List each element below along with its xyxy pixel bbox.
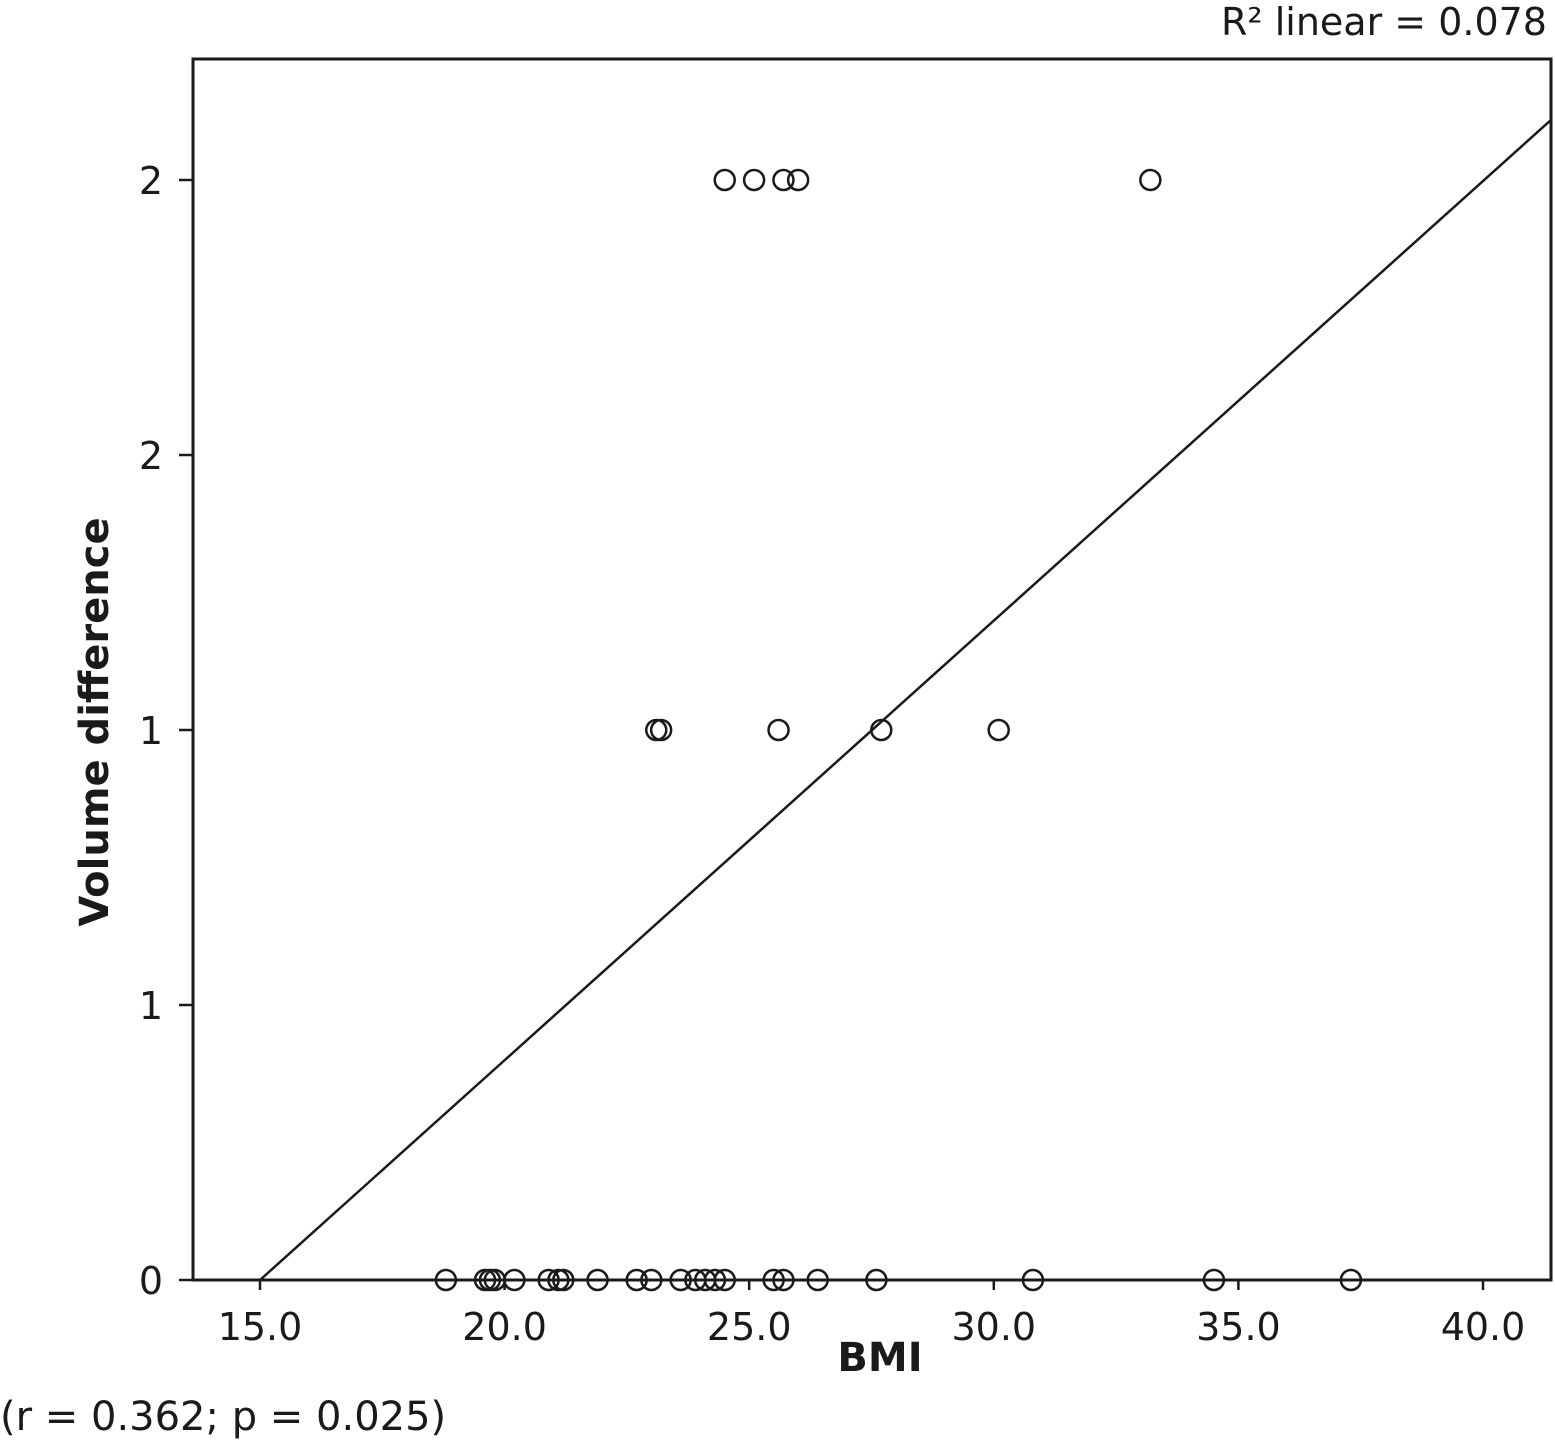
data-point [645,718,668,742]
x-axis: 15.0 20.0 25.0 30.0 35.0 40.0 [218,1280,1526,1349]
regression-line [259,118,1553,1281]
data-point [703,1268,727,1292]
data-point [762,1268,785,1292]
r2-text: R² linear = 0.078 [1221,0,1547,44]
data-point [713,168,736,192]
y-tick-label: 1 [139,984,163,1028]
x-axis-label: BMI [837,1335,923,1381]
data-point [1202,1268,1226,1292]
x-tick-label: 35.0 [1196,1305,1281,1349]
y-tick-label: 0 [139,1259,163,1303]
data-points [434,168,1363,1292]
x-tick-label: 25.0 [707,1305,792,1349]
x-tick-label: 20.0 [462,1305,547,1349]
data-point [870,718,893,742]
data-point [503,1268,526,1292]
y-tick-label: 1 [139,709,163,753]
data-point [772,168,795,192]
data-point [640,1268,663,1292]
data-point [742,168,766,192]
y-axis: 0 1 1 2 2 [139,159,193,1303]
data-point [713,1268,736,1292]
y-tick-label: 2 [139,159,163,203]
data-point [434,1268,458,1292]
data-point [987,718,1010,742]
data-point [767,718,790,742]
x-tick-label: 15.0 [218,1305,303,1349]
data-point [586,1268,609,1292]
y-axis-label: Volume difference [72,517,118,927]
data-point [1139,168,1162,192]
plot-frame [191,57,1553,1282]
data-point [786,168,810,192]
data-point [552,1268,575,1292]
data-point [806,1268,829,1292]
correlation-annotation: (r = 0.362; p = 0.025) [0,1394,447,1440]
data-point [1021,1268,1045,1292]
data-point [669,1268,692,1292]
data-point [625,1268,648,1292]
data-point [1339,1268,1363,1292]
data-point [537,1268,560,1292]
data-point [865,1268,888,1292]
r2-label: R² linear = 0.078 [1221,0,1547,44]
data-point [649,718,673,742]
data-point [772,1268,795,1292]
y-tick-label: 2 [139,434,163,478]
x-tick-label: 40.0 [1441,1305,1526,1349]
x-tick-label: 30.0 [951,1305,1036,1349]
